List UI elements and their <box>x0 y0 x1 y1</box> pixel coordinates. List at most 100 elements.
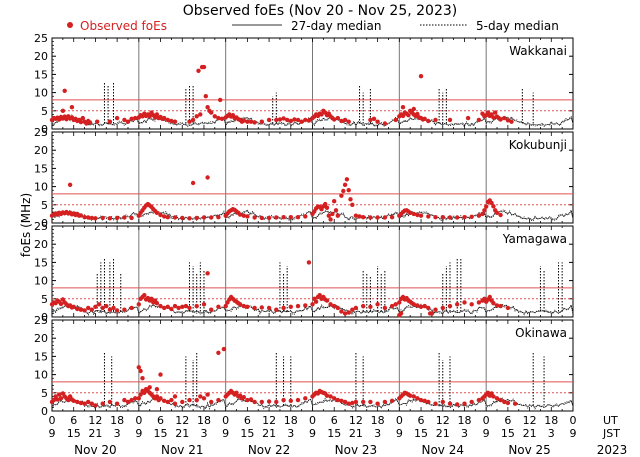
observed-point <box>114 401 120 406</box>
observed-point <box>122 215 127 220</box>
day-label: Nov 20 <box>74 443 117 457</box>
observed-point <box>346 119 351 124</box>
legend-observed-marker <box>67 22 73 28</box>
observed-point <box>274 399 279 405</box>
jst-label: JST <box>602 427 620 440</box>
observed-point <box>129 397 134 403</box>
observed-point <box>154 112 160 117</box>
jst-tick-label: 3 <box>200 427 207 440</box>
observed-point <box>502 399 507 405</box>
day-label: Nov 22 <box>248 443 291 457</box>
observed-point <box>147 385 152 390</box>
observed-point <box>285 117 290 123</box>
observed-point <box>382 305 388 311</box>
observed-point <box>491 394 496 399</box>
observed-point <box>241 303 246 309</box>
observed-point <box>491 204 496 209</box>
observed-point <box>335 115 340 121</box>
observed-point <box>339 118 344 124</box>
observed-point <box>248 397 254 402</box>
observed-point <box>357 214 362 219</box>
jst-tick-label: 9 <box>396 427 403 440</box>
observed-point <box>216 304 221 309</box>
ut-tick-label: 0 <box>570 414 577 427</box>
station-label: Kokubunji <box>509 138 567 152</box>
observed-point <box>194 215 199 221</box>
observed-point <box>259 399 264 405</box>
observed-point <box>190 180 196 186</box>
observed-point <box>154 210 160 215</box>
observed-point <box>462 215 467 220</box>
y-tick-label: 20 <box>34 50 48 63</box>
observed-point <box>333 208 339 213</box>
observed-point <box>440 305 445 311</box>
observed-point <box>201 302 207 307</box>
observed-point <box>209 399 214 405</box>
observed-point <box>104 303 109 309</box>
jst-tick-label: 21 <box>523 427 537 440</box>
observed-point <box>100 305 105 311</box>
observed-point <box>299 119 304 124</box>
observed-point <box>172 394 178 399</box>
observed-point <box>406 113 411 118</box>
day-label: Nov 24 <box>421 443 464 457</box>
observed-point <box>114 115 120 121</box>
observed-point <box>158 303 163 309</box>
observed-point <box>62 88 67 94</box>
observed-point <box>187 397 192 403</box>
observed-point <box>382 399 388 405</box>
median-27day-trace <box>51 116 574 126</box>
y-tick-label: 10 <box>34 87 48 100</box>
jst-tick-label: 3 <box>548 427 555 440</box>
observed-point <box>339 398 344 403</box>
observed-point <box>281 397 286 403</box>
day-label: Nov 25 <box>508 443 551 457</box>
observed-point <box>426 214 431 219</box>
panel-yamagawa: 0 5 10 15 20 25 Yamagawa <box>34 220 574 324</box>
observed-point <box>180 215 185 221</box>
observed-point <box>332 396 337 401</box>
observed-point <box>82 308 87 313</box>
observed-point <box>375 215 380 220</box>
observed-point <box>67 182 73 187</box>
station-label: Okinawa <box>515 326 567 340</box>
observed-point <box>80 115 86 121</box>
observed-point <box>237 302 243 307</box>
observed-point <box>455 402 460 407</box>
y-tick-label: 10 <box>34 369 48 382</box>
observed-point <box>469 214 474 219</box>
observed-point <box>241 395 246 400</box>
observed-point <box>498 303 503 309</box>
observed-point <box>455 215 460 220</box>
observed-point <box>361 215 366 220</box>
observed-point <box>142 390 147 395</box>
observed-point <box>107 216 113 221</box>
observed-point <box>353 399 359 405</box>
observed-point <box>203 94 208 99</box>
observed-point <box>71 398 76 403</box>
observed-point <box>389 215 395 220</box>
legend: Observed foEs 27-day median 5-day median <box>67 19 559 33</box>
jst-tick-label: 15 <box>501 427 515 440</box>
observed-point <box>480 211 485 217</box>
ut-label: UT <box>603 414 618 427</box>
observed-point <box>125 119 131 124</box>
observed-point <box>172 401 178 406</box>
y-tick-label: 10 <box>34 181 48 194</box>
y-tick-label: 20 <box>34 144 48 157</box>
observed-point <box>368 215 373 220</box>
observed-point <box>411 211 416 217</box>
observed-point <box>313 299 319 304</box>
observed-point <box>476 397 482 403</box>
observed-point <box>348 197 353 202</box>
observed-point <box>342 311 348 316</box>
ut-tick-label: 6 <box>244 414 251 427</box>
observed-point <box>306 118 312 123</box>
observed-point <box>494 396 500 401</box>
observed-point <box>382 121 388 126</box>
jst-tick-label: 9 <box>222 427 229 440</box>
observed-point <box>133 396 138 401</box>
observed-point <box>476 117 482 123</box>
jst-tick-label: 21 <box>175 427 189 440</box>
chart-title: Observed foEs (Nov 20 - Nov 25, 2023) <box>183 3 457 19</box>
